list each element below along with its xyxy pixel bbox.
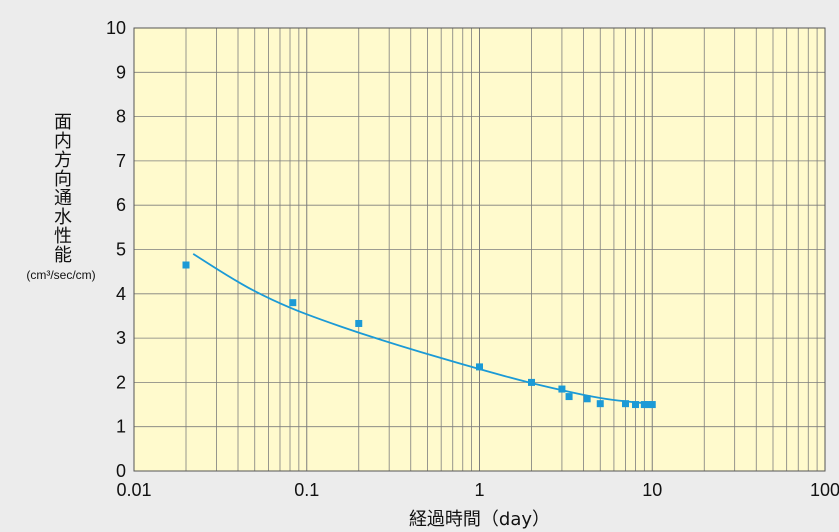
grid xyxy=(134,28,825,471)
data-point xyxy=(558,385,566,393)
data-point xyxy=(596,400,604,408)
x-axis-ticks: 0.01 0.1 1 10 100 xyxy=(116,480,839,500)
data-point xyxy=(644,401,652,409)
x-axis-title: 経過時間（day） xyxy=(409,509,550,530)
y-axis-unit: (cm³/sec/cm) xyxy=(26,268,96,282)
data-point xyxy=(528,378,536,386)
data-point xyxy=(355,319,363,327)
data-point xyxy=(289,299,297,307)
y-tick-label: 4 xyxy=(116,284,126,304)
data-points xyxy=(182,261,656,409)
data-point xyxy=(621,400,629,408)
y-tick-label: 9 xyxy=(116,62,126,82)
y-axis-title-group: 面内方向通水性能 (cm³/sec/cm) xyxy=(0,112,122,282)
x-tick-label: 1 xyxy=(474,480,484,500)
plot-frame xyxy=(133,27,826,472)
data-point xyxy=(648,401,656,409)
data-point xyxy=(583,395,591,403)
data-point xyxy=(640,401,648,409)
data-point xyxy=(565,393,573,401)
trendline xyxy=(192,253,653,405)
y-axis-ticks: 0 1 2 3 4 5 6 7 8 9 10 xyxy=(106,18,126,481)
y-tick-label: 2 xyxy=(116,372,126,392)
y-tick-label: 5 xyxy=(116,240,126,260)
y-tick-label: 8 xyxy=(116,107,126,127)
x-tick-label: 0.01 xyxy=(116,480,151,500)
data-point xyxy=(182,261,190,269)
y-tick-label: 7 xyxy=(116,151,126,171)
y-tick-label: 0 xyxy=(116,461,126,481)
y-axis-title: 面内方向通水性能 xyxy=(51,112,72,264)
y-tick-label: 3 xyxy=(116,328,126,348)
x-tick-label: 100 xyxy=(810,480,839,500)
y-tick-label: 10 xyxy=(106,18,126,38)
data-point xyxy=(476,363,483,371)
data-point xyxy=(632,401,640,409)
y-tick-label: 1 xyxy=(116,417,126,437)
x-tick-label: 0.1 xyxy=(294,480,319,500)
x-tick-label: 10 xyxy=(642,480,662,500)
y-tick-label: 6 xyxy=(116,195,126,215)
